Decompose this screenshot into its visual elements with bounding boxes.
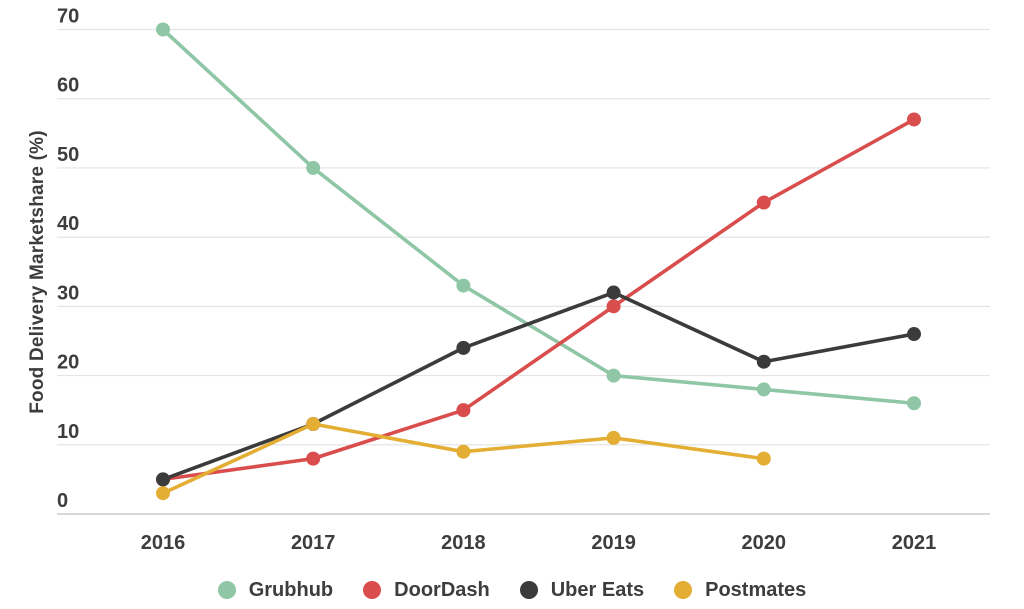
legend: Grubhub DoorDash Uber Eats Postmates bbox=[0, 572, 1024, 608]
y-tick-label-70: 70 bbox=[57, 6, 79, 28]
y-tick-label-30: 30 bbox=[57, 282, 79, 304]
x-tick-label-2016: 2016 bbox=[141, 532, 186, 554]
legend-dot-grubhub bbox=[217, 581, 236, 599]
series-line-uber-eats bbox=[161, 290, 916, 482]
data-point-doordash-2018 bbox=[456, 403, 471, 418]
legend-label-uber-eats: Uber Eats bbox=[550, 578, 645, 601]
legend-item-postmates: Postmates bbox=[674, 579, 806, 602]
data-point-grubhub-2016 bbox=[156, 22, 170, 37]
data-point-uber-eats-2016 bbox=[156, 472, 170, 487]
data-point-uber-eats-2019 bbox=[606, 285, 621, 300]
y-tick-label-50: 50 bbox=[57, 144, 79, 166]
plot-svg: 0 10 20 30 40 50 60 70 2016 2017 2018 2019 2020 2021 bbox=[57, 6, 990, 554]
data-point-doordash-2021 bbox=[907, 112, 921, 127]
data-point-postmates-2020 bbox=[756, 451, 771, 466]
x-tick-label-2019: 2019 bbox=[591, 532, 636, 554]
legend-dot-uber-eats bbox=[519, 581, 538, 599]
x-tick-label-2017: 2017 bbox=[291, 532, 336, 554]
y-tick-label-10: 10 bbox=[57, 421, 79, 443]
data-point-doordash-2019 bbox=[606, 299, 621, 314]
legend-dot-doordash bbox=[363, 581, 382, 599]
y-tick-label-40: 40 bbox=[57, 213, 79, 235]
series-line-grubhub bbox=[161, 27, 916, 406]
data-point-grubhub-2020 bbox=[756, 382, 771, 397]
data-point-uber-eats-2020 bbox=[756, 354, 771, 369]
data-point-grubhub-2017 bbox=[306, 160, 321, 175]
legend-item-grubhub: Grubhub bbox=[217, 578, 334, 602]
data-point-grubhub-2019 bbox=[606, 368, 621, 383]
data-point-uber-eats-2021 bbox=[907, 327, 921, 342]
data-point-doordash-2017 bbox=[306, 451, 321, 466]
data-point-postmates-2018 bbox=[456, 444, 471, 459]
legend-item-uber-eats: Uber Eats bbox=[519, 578, 645, 602]
legend-label-grubhub: Grubhub bbox=[248, 578, 334, 601]
series-line-doordash bbox=[161, 117, 916, 482]
data-point-doordash-2020 bbox=[756, 195, 771, 210]
data-point-uber-eats-2018 bbox=[456, 340, 471, 355]
x-tick-label-2018: 2018 bbox=[441, 532, 486, 554]
legend-item-doordash: DoorDash bbox=[363, 579, 490, 602]
data-point-postmates-2016 bbox=[156, 486, 170, 501]
data-point-grubhub-2021 bbox=[907, 396, 921, 411]
legend-label-doordash: DoorDash bbox=[394, 578, 490, 601]
legend-label-postmates: Postmates bbox=[705, 578, 807, 601]
data-point-postmates-2019 bbox=[606, 430, 621, 445]
legend-dot-postmates bbox=[674, 581, 693, 599]
x-tick-label-2021: 2021 bbox=[892, 532, 937, 554]
x-tick-label-2020: 2020 bbox=[742, 532, 787, 554]
y-axis-title: Food Delivery Marketshare (%) bbox=[27, 130, 48, 414]
y-tick-label-0: 0 bbox=[57, 490, 68, 512]
y-tick-label-20: 20 bbox=[57, 352, 79, 374]
data-point-grubhub-2018 bbox=[456, 278, 471, 293]
data-point-postmates-2017 bbox=[306, 417, 321, 432]
y-tick-label-60: 60 bbox=[57, 75, 79, 97]
